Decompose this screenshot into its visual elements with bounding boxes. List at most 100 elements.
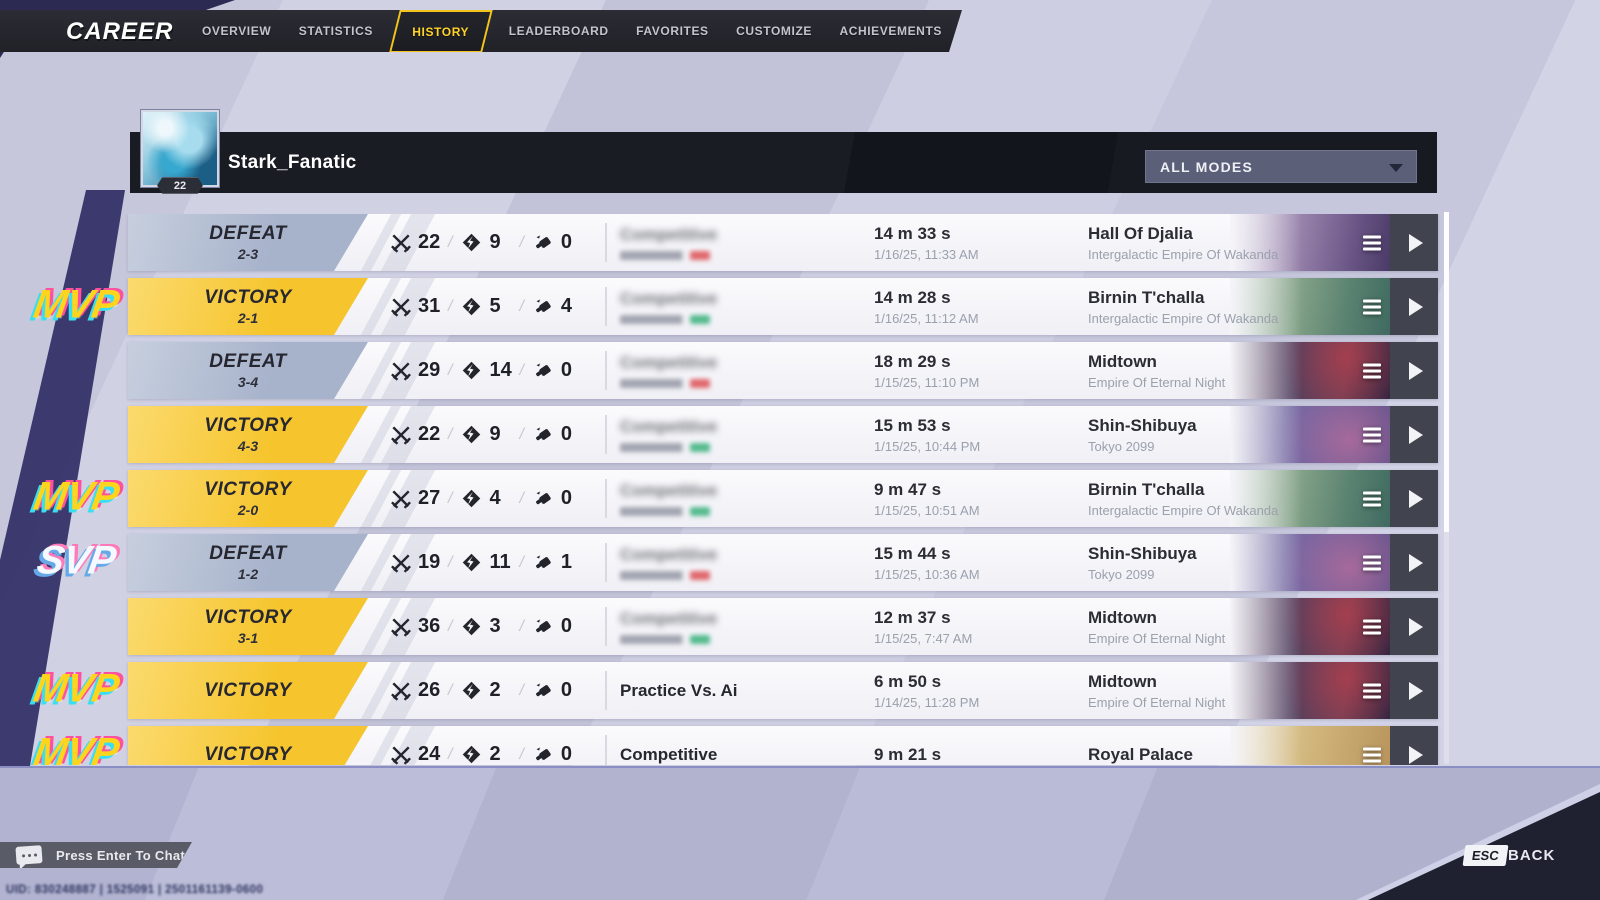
kills-icon bbox=[390, 744, 412, 766]
match-row[interactable]: MVP VICTORY 2-0 27 / 4 / 0 Competitive bbox=[31, 470, 1438, 527]
kda-stats: 22 / 9 / 0 bbox=[390, 406, 587, 463]
match-row[interactable]: VICTORY 3-1 36 / 3 / 0 Competitive 12 m … bbox=[128, 598, 1438, 655]
match-row[interactable]: VICTORY 4-3 22 / 9 / 0 Competitive 15 m … bbox=[128, 406, 1438, 463]
deaths-icon bbox=[461, 296, 483, 318]
mode-column: Competitive bbox=[620, 726, 845, 765]
kills-icon bbox=[390, 296, 412, 318]
deaths-value: 2 bbox=[489, 743, 501, 765]
match-timestamp: 1/16/25, 11:33 AM bbox=[874, 246, 979, 262]
assists-value: 0 bbox=[560, 359, 573, 381]
play-button[interactable] bbox=[1390, 406, 1438, 463]
tab-history[interactable]: HISTORY bbox=[389, 10, 493, 56]
tab-statistics[interactable]: STATISTICS bbox=[298, 24, 373, 38]
match-timestamp: 1/15/25, 10:44 PM bbox=[874, 438, 981, 454]
menu-icon[interactable] bbox=[1363, 363, 1381, 378]
assists-value: 0 bbox=[560, 231, 573, 253]
map-thumbnail bbox=[1230, 598, 1390, 655]
match-row[interactable]: SVP DEFEAT 1-2 19 / 11 / 1 Competitive bbox=[34, 534, 1438, 591]
deaths-icon bbox=[461, 616, 483, 638]
tab-leaderboard[interactable]: LEADERBOARD bbox=[508, 24, 609, 38]
tab-customize[interactable]: CUSTOMIZE bbox=[736, 24, 812, 38]
result-block: VICTORY 2-1 bbox=[128, 278, 368, 335]
result-block: VICTORY bbox=[128, 662, 368, 719]
stat-separator: / bbox=[519, 745, 524, 763]
result-label: VICTORY bbox=[204, 607, 292, 628]
mode-column: Competitive bbox=[620, 598, 845, 655]
kills-value: 19 bbox=[418, 551, 441, 573]
map-thumbnail bbox=[1230, 406, 1390, 463]
score-label: 2-3 bbox=[237, 246, 259, 262]
play-button[interactable] bbox=[1390, 342, 1438, 399]
menu-icon[interactable] bbox=[1363, 299, 1381, 314]
play-button[interactable] bbox=[1390, 726, 1438, 765]
stat-separator: / bbox=[448, 233, 453, 251]
menu-icon[interactable] bbox=[1363, 555, 1381, 570]
kills-icon bbox=[390, 552, 412, 574]
mode-name: Competitive bbox=[620, 417, 718, 436]
match-row[interactable]: MVP VICTORY 2-1 31 / 5 / 4 Competitive bbox=[31, 278, 1438, 335]
deaths-icon bbox=[461, 488, 483, 510]
map-subtitle: Intergalactic Empire Of Wakanda bbox=[1088, 310, 1279, 326]
stat-separator: / bbox=[519, 553, 524, 571]
map-name: Birnin T'challa bbox=[1088, 479, 1205, 499]
rank-points-blurred bbox=[620, 507, 712, 516]
kills-value: 27 bbox=[418, 487, 441, 509]
result-block: DEFEAT 1-2 bbox=[128, 534, 368, 591]
mode-name: Competitive bbox=[620, 225, 718, 244]
duration-column: 9 m 47 s 1/15/25, 10:51 AM bbox=[874, 470, 1064, 527]
match-row[interactable]: MVP VICTORY 26 / 2 / 0 Practice Vs. Ai bbox=[31, 662, 1438, 719]
map-column: Midtown Empire Of Eternal Night bbox=[1088, 598, 1358, 655]
play-button[interactable] bbox=[1390, 534, 1438, 591]
stat-separator: / bbox=[448, 553, 453, 571]
deaths-value: 4 bbox=[489, 487, 501, 509]
match-row[interactable]: DEFEAT 3-4 29 / 14 / 0 Competitive 18 m … bbox=[128, 342, 1438, 399]
scrollbar-thumb[interactable] bbox=[1444, 212, 1449, 532]
mode-filter-dropdown[interactable]: ALL MODES bbox=[1145, 150, 1417, 183]
result-block: VICTORY bbox=[128, 726, 368, 765]
map-name: Shin-Shibuya bbox=[1088, 415, 1197, 435]
top-navbar: CAREER OVERVIEW STATISTICS HISTORY LEADE… bbox=[0, 10, 962, 52]
match-duration: 12 m 37 s bbox=[874, 607, 951, 627]
map-name: Royal Palace bbox=[1088, 744, 1193, 764]
scrollbar-track[interactable] bbox=[1444, 212, 1449, 764]
chat-hint-banner[interactable]: Press Enter To Chat bbox=[0, 842, 192, 868]
match-timestamp: 1/15/25, 10:51 AM bbox=[874, 502, 980, 518]
tab-overview[interactable]: OVERVIEW bbox=[202, 24, 272, 38]
play-button[interactable] bbox=[1390, 598, 1438, 655]
back-button[interactable]: BACK bbox=[1508, 847, 1556, 864]
column-divider bbox=[605, 607, 607, 646]
esc-key-badge[interactable]: ESC bbox=[1462, 845, 1509, 866]
play-icon bbox=[1409, 489, 1423, 508]
menu-icon[interactable] bbox=[1363, 747, 1381, 762]
stat-separator: / bbox=[519, 297, 524, 315]
mode-name: Competitive bbox=[620, 609, 718, 628]
match-row[interactable]: DEFEAT 2-3 22 / 9 / 0 Competitive 14 m 3… bbox=[128, 214, 1438, 271]
menu-icon[interactable] bbox=[1363, 491, 1381, 506]
play-button[interactable] bbox=[1390, 662, 1438, 719]
match-duration: 9 m 47 s bbox=[874, 479, 942, 499]
tab-achievements[interactable]: ACHIEVEMENTS bbox=[839, 24, 942, 38]
assists-value: 0 bbox=[560, 615, 573, 637]
map-column: Shin-Shibuya Tokyo 2099 bbox=[1088, 534, 1358, 591]
play-icon bbox=[1409, 425, 1423, 444]
match-duration: 6 m 50 s bbox=[874, 671, 942, 691]
menu-icon[interactable] bbox=[1363, 235, 1381, 250]
column-divider bbox=[605, 671, 607, 710]
map-thumbnail bbox=[1230, 214, 1390, 271]
menu-icon[interactable] bbox=[1363, 619, 1381, 634]
match-row[interactable]: MVP VICTORY 24 / 2 / 0 Competitive bbox=[31, 726, 1438, 766]
deaths-value: 3 bbox=[489, 615, 501, 637]
player-avatar[interactable] bbox=[141, 110, 219, 187]
menu-icon[interactable] bbox=[1363, 427, 1381, 442]
play-button[interactable] bbox=[1390, 278, 1438, 335]
kills-value: 36 bbox=[418, 615, 441, 637]
menu-icon[interactable] bbox=[1363, 683, 1381, 698]
play-button[interactable] bbox=[1390, 470, 1438, 527]
tab-favorites[interactable]: FAVORITES bbox=[636, 24, 709, 38]
match-timestamp: 1/15/25, 11:10 PM bbox=[874, 374, 980, 390]
mode-name: Competitive bbox=[620, 545, 718, 564]
play-button[interactable] bbox=[1390, 214, 1438, 271]
mode-name: Competitive bbox=[620, 744, 718, 764]
stat-separator: / bbox=[519, 681, 524, 699]
